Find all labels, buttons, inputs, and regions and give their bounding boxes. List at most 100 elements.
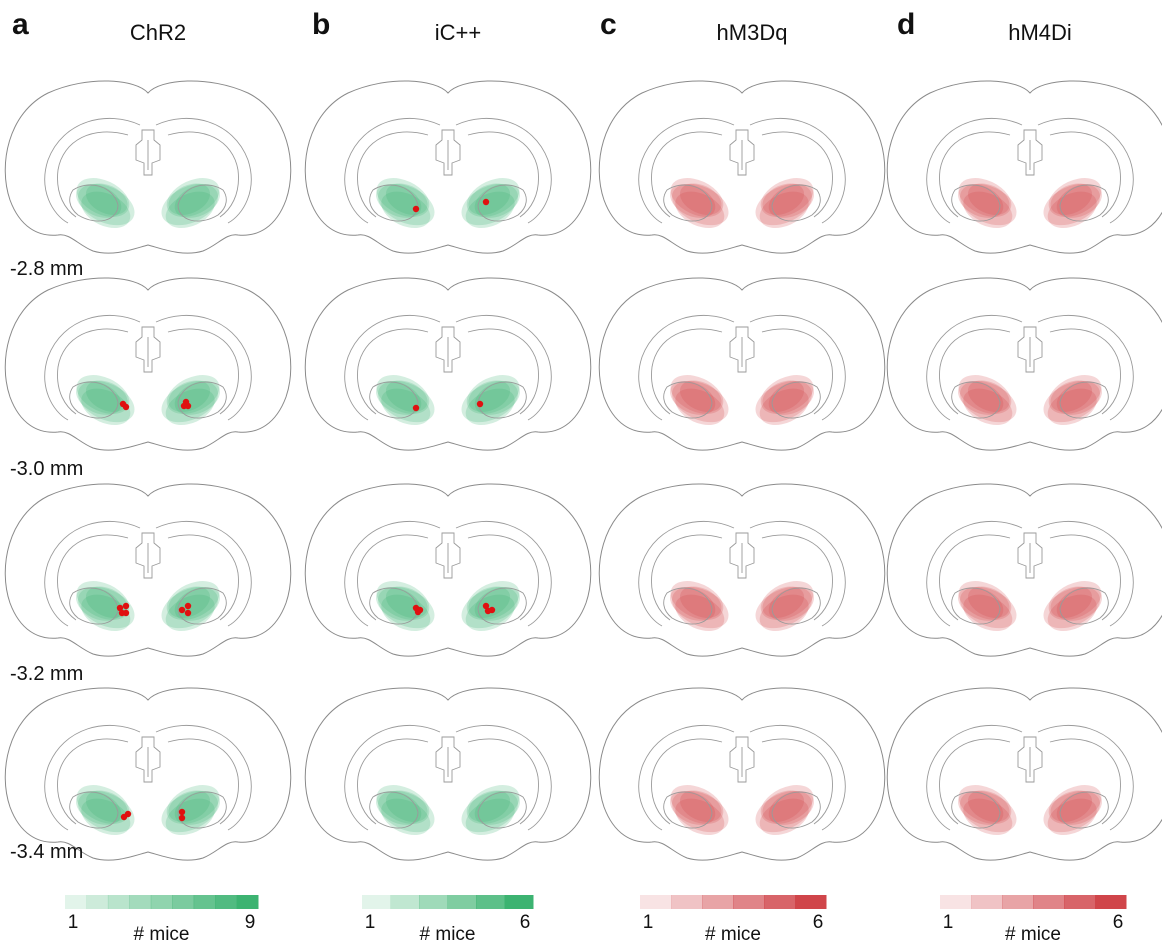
brain-midline — [436, 533, 460, 578]
colorbar-step — [362, 895, 391, 909]
colorbar-step — [419, 895, 448, 909]
panel-letter: a — [12, 8, 29, 41]
fiber-tip — [123, 404, 129, 410]
fiber-tip — [185, 603, 191, 609]
brain-midline — [1018, 533, 1042, 578]
colorbar-step — [1033, 895, 1065, 909]
brain-inner — [45, 521, 251, 626]
brain-section — [5, 278, 291, 450]
brain-section — [305, 278, 591, 450]
colorbar-step — [940, 895, 972, 909]
brain-section — [305, 81, 591, 253]
depth-label: -3.0 mm — [10, 458, 83, 480]
brain-section — [887, 688, 1162, 860]
fiber-tip — [413, 206, 419, 212]
colorbar-step — [151, 895, 173, 909]
colorbar-step — [86, 895, 108, 909]
colorbar-step — [65, 895, 87, 909]
colorbar-step — [795, 895, 827, 909]
panel-letter: b — [312, 8, 330, 41]
fiber-tip — [483, 199, 489, 205]
colorbar-label: # mice — [1005, 924, 1061, 945]
colorbar-step — [476, 895, 505, 909]
panel-letter: c — [600, 8, 617, 41]
colorbar-step — [448, 895, 477, 909]
depth-label: -3.2 mm — [10, 663, 83, 685]
colorbar-max: 6 — [813, 912, 824, 933]
panel-title: iC++ — [435, 20, 481, 45]
fiber-tip — [489, 607, 495, 613]
brain-section — [5, 484, 291, 656]
brain-section — [305, 484, 591, 656]
panel-letter: d — [897, 8, 915, 41]
colorbar-step — [671, 895, 703, 909]
brain-inner — [927, 725, 1133, 830]
fiber-tip — [185, 610, 191, 616]
brain-midline — [136, 533, 160, 578]
colorbar-min: 1 — [68, 912, 79, 933]
colorbar-step — [1064, 895, 1096, 909]
brain-midline — [436, 130, 460, 175]
brain-midline — [136, 327, 160, 372]
colorbar-min: 1 — [943, 912, 954, 933]
figure: aChR219# micebiC++16# micechM3Dq16# mice… — [0, 0, 1162, 945]
brain-midline — [436, 737, 460, 782]
fiber-tip — [413, 405, 419, 411]
colorbar-max: 9 — [245, 912, 256, 933]
fiber-tip — [181, 403, 187, 409]
brain-inner — [927, 118, 1133, 223]
brain-midline — [730, 737, 754, 782]
brain-section — [5, 688, 291, 860]
colorbar-step — [733, 895, 765, 909]
brain-section — [599, 278, 885, 450]
brain-inner — [45, 118, 251, 223]
fiber-tip — [179, 815, 185, 821]
fiber-tip — [125, 811, 131, 817]
brain-inner — [927, 315, 1133, 420]
fiber-tip — [123, 610, 129, 616]
brain-section — [887, 81, 1162, 253]
depth-label: -3.4 mm — [10, 841, 83, 863]
brain-midline — [436, 327, 460, 372]
brain-midline — [1018, 737, 1042, 782]
brain-section — [599, 81, 885, 253]
brain-inner — [639, 118, 845, 223]
colorbar-min: 1 — [643, 912, 654, 933]
colorbar-label: # mice — [420, 924, 476, 945]
colorbar-label: # mice — [705, 924, 761, 945]
brain-midline — [1018, 327, 1042, 372]
colorbar-step — [194, 895, 216, 909]
brain-inner — [45, 315, 251, 420]
brain-inner — [345, 521, 551, 626]
colorbar-step — [237, 895, 259, 909]
fiber-tip — [179, 809, 185, 815]
brain-midline — [730, 130, 754, 175]
colorbar-step — [391, 895, 420, 909]
brain-midline — [136, 737, 160, 782]
colorbar-step — [1002, 895, 1034, 909]
panel-title: hM4Di — [1008, 20, 1072, 45]
brain-section — [599, 688, 885, 860]
fiber-tip — [123, 603, 129, 609]
brain-midline — [136, 130, 160, 175]
colorbar-step — [764, 895, 796, 909]
brain-inner — [639, 521, 845, 626]
colorbar-step — [505, 895, 534, 909]
brain-inner — [345, 118, 551, 223]
brain-inner — [345, 315, 551, 420]
brain-inner — [927, 521, 1133, 626]
brain-inner — [639, 315, 845, 420]
brain-inner — [345, 725, 551, 830]
fiber-tip — [477, 401, 483, 407]
brain-midline — [730, 533, 754, 578]
brain-midline — [730, 327, 754, 372]
fiber-tip — [179, 607, 185, 613]
colorbar-min: 1 — [365, 912, 376, 933]
colorbar-step — [108, 895, 130, 909]
brain-section — [305, 688, 591, 860]
brain-section — [599, 484, 885, 656]
brain-section — [887, 278, 1162, 450]
colorbar-step — [640, 895, 672, 909]
panel-title: hM3Dq — [717, 20, 788, 45]
fiber-tip — [417, 607, 423, 613]
